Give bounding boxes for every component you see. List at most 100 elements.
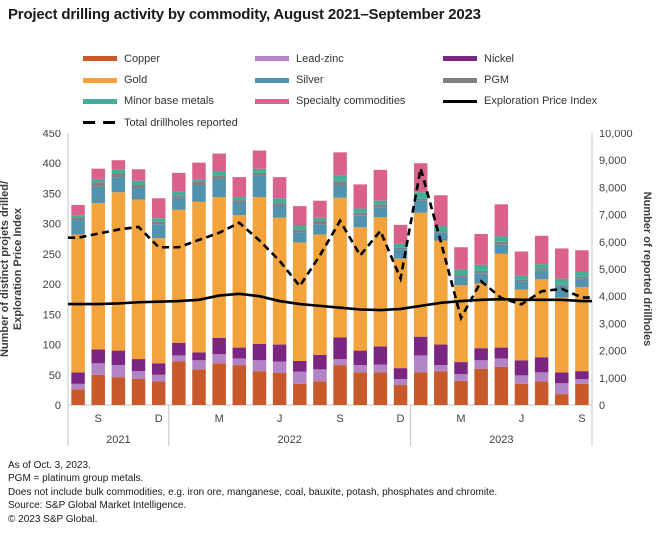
segment-copper bbox=[172, 361, 186, 405]
legend-item-exploration-price-index: Exploration Price Index bbox=[443, 91, 597, 112]
bar-feb-2023 bbox=[434, 195, 448, 405]
legend-label: Nickel bbox=[484, 52, 514, 65]
segment-lead-zinc bbox=[131, 371, 146, 380]
segment-gold bbox=[555, 297, 569, 373]
segment-silver bbox=[393, 249, 408, 259]
right-tick-label: 4,000 bbox=[599, 291, 627, 303]
segment-specialty-commodities bbox=[313, 200, 327, 218]
segment-gold bbox=[91, 203, 105, 350]
segment-nickel bbox=[474, 348, 488, 361]
segment-minor-base-metals bbox=[474, 264, 488, 271]
segment-gold bbox=[111, 192, 126, 351]
segment-specialty-commodities bbox=[151, 198, 166, 219]
segment-copper bbox=[575, 383, 589, 405]
segment-lead-zinc bbox=[373, 364, 388, 373]
legend-item-copper: Copper bbox=[83, 48, 238, 69]
segment-gold bbox=[575, 287, 589, 372]
legend-item-minor-base-metals: Minor base metals bbox=[83, 91, 238, 112]
segment-pgm bbox=[232, 200, 247, 203]
legend-label: Gold bbox=[124, 74, 148, 87]
gold-swatch bbox=[83, 77, 117, 83]
segment-pgm bbox=[555, 284, 569, 286]
segment-silver bbox=[272, 205, 287, 218]
segment-lead-zinc bbox=[575, 379, 589, 384]
segment-nickel bbox=[111, 350, 126, 366]
segment-specialty-commodities bbox=[555, 248, 569, 279]
segment-specialty-commodities bbox=[172, 172, 186, 192]
segment-lead-zinc bbox=[293, 371, 307, 384]
right-tick-label: 8,000 bbox=[599, 182, 627, 194]
year-label-2022: 2022 bbox=[277, 434, 301, 446]
left-tick-label: 150 bbox=[43, 309, 61, 321]
segment-gold bbox=[172, 209, 186, 343]
left-tick-label: 100 bbox=[43, 340, 61, 352]
solid-line-swatch bbox=[443, 99, 477, 103]
segment-lead-zinc bbox=[333, 359, 347, 366]
segment-minor-base-metals bbox=[252, 168, 267, 173]
segment-silver bbox=[293, 232, 307, 243]
segment-copper bbox=[474, 368, 488, 405]
segment-silver bbox=[212, 178, 226, 198]
segment-specialty-commodities bbox=[111, 160, 126, 170]
bar-aug-2022 bbox=[313, 200, 327, 405]
segment-copper bbox=[454, 380, 468, 405]
segment-minor-base-metals bbox=[514, 275, 529, 280]
segment-nickel bbox=[232, 347, 247, 359]
segment-specialty-commodities bbox=[71, 204, 85, 216]
legend-item-specialty-commodities: Specialty commodities bbox=[255, 91, 405, 112]
segment-silver bbox=[252, 175, 267, 198]
segment-lead-zinc bbox=[413, 355, 428, 373]
segment-nickel bbox=[212, 337, 226, 355]
legend-label: Total drillholes reported bbox=[124, 116, 238, 129]
bar-apr-2022 bbox=[232, 177, 247, 405]
segment-minor-base-metals bbox=[534, 264, 549, 269]
segment-specialty-commodities bbox=[474, 233, 488, 265]
segment-copper bbox=[212, 363, 226, 405]
segment-minor-base-metals bbox=[293, 225, 307, 230]
segment-lead-zinc bbox=[534, 372, 549, 382]
segment-copper bbox=[272, 372, 287, 405]
segment-nickel bbox=[373, 346, 388, 365]
legend-item-silver: Silver bbox=[255, 69, 405, 90]
segment-gold bbox=[232, 215, 247, 348]
segment-pgm bbox=[534, 268, 549, 271]
segment-nickel bbox=[494, 347, 509, 359]
segment-pgm bbox=[454, 275, 468, 277]
segment-copper bbox=[353, 372, 367, 405]
segment-copper bbox=[555, 394, 569, 405]
segment-lead-zinc bbox=[232, 358, 247, 366]
segment-lead-zinc bbox=[192, 360, 206, 370]
segment-nickel bbox=[555, 372, 569, 384]
chart-title: Project drilling activity by commodity, … bbox=[8, 6, 481, 23]
segment-copper bbox=[514, 383, 529, 405]
segment-nickel bbox=[293, 360, 307, 372]
segment-nickel bbox=[413, 336, 428, 356]
segment-lead-zinc bbox=[454, 374, 468, 381]
segment-nickel bbox=[252, 343, 267, 361]
segment-copper bbox=[71, 389, 85, 405]
segment-specialty-commodities bbox=[131, 169, 146, 181]
segment-specialty-commodities bbox=[192, 162, 206, 179]
segment-specialty-commodities bbox=[434, 195, 448, 227]
bar-jul-2022 bbox=[293, 206, 307, 405]
segment-gold bbox=[353, 227, 367, 351]
year-label-2023: 2023 bbox=[489, 434, 513, 446]
segment-specialty-commodities bbox=[534, 235, 549, 265]
segment-lead-zinc bbox=[353, 365, 367, 373]
segment-lead-zinc bbox=[313, 369, 327, 382]
segment-specialty-commodities bbox=[333, 152, 347, 176]
segment-pgm bbox=[413, 198, 428, 201]
legend-label: Specialty commodities bbox=[296, 95, 406, 108]
segment-minor-base-metals bbox=[71, 215, 85, 218]
right-tick-label: 5,000 bbox=[599, 264, 627, 276]
segment-nickel bbox=[454, 362, 468, 375]
segment-silver bbox=[172, 197, 186, 210]
segment-pgm bbox=[212, 175, 226, 179]
right-tick-label: 2,000 bbox=[599, 346, 627, 358]
month-tick-label: M bbox=[215, 413, 224, 425]
segment-copper bbox=[313, 381, 327, 405]
segment-copper bbox=[413, 372, 428, 405]
segment-gold bbox=[313, 234, 327, 355]
minor-base-metals-swatch bbox=[83, 98, 117, 104]
